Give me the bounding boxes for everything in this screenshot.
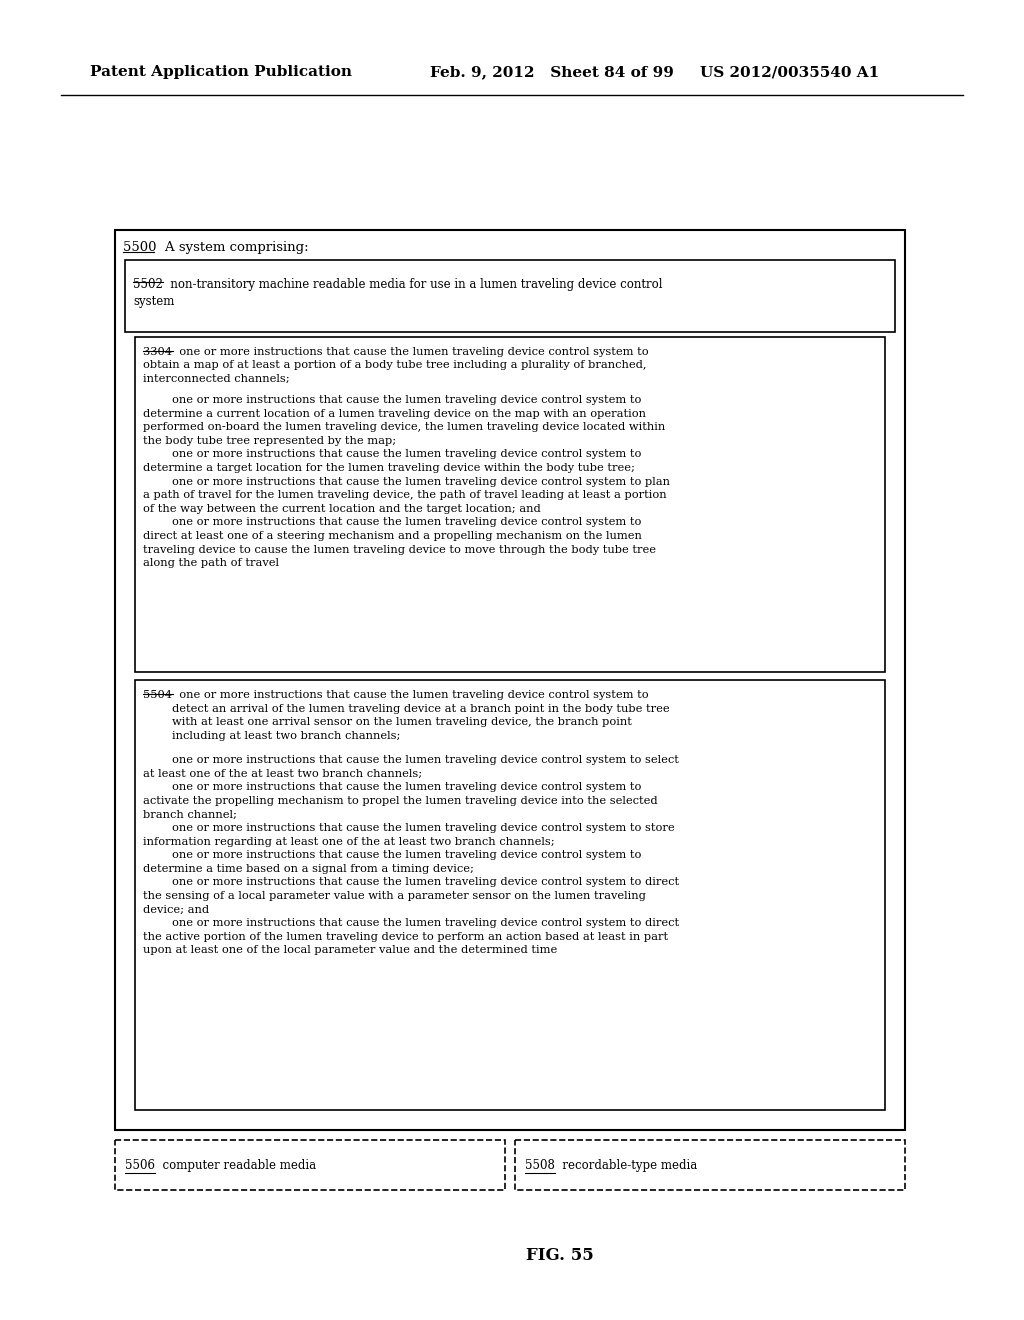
FancyBboxPatch shape [115,1140,505,1191]
FancyBboxPatch shape [515,1140,905,1191]
FancyBboxPatch shape [135,680,885,1110]
Text: one or more instructions that cause the lumen traveling device control system to: one or more instructions that cause the … [143,755,679,956]
Text: one or more instructions that cause the lumen traveling device control system to: one or more instructions that cause the … [143,395,670,568]
Text: 5504  one or more instructions that cause the lumen traveling device control sys: 5504 one or more instructions that cause… [143,690,670,741]
FancyBboxPatch shape [135,337,885,672]
Text: 5508  recordable-type media: 5508 recordable-type media [525,1159,697,1172]
Text: 5506  computer readable media: 5506 computer readable media [125,1159,316,1172]
Text: US 2012/0035540 A1: US 2012/0035540 A1 [700,65,880,79]
FancyBboxPatch shape [115,230,905,1130]
Text: 5500  A system comprising:: 5500 A system comprising: [123,242,308,255]
Text: Patent Application Publication: Patent Application Publication [90,65,352,79]
Text: 3304  one or more instructions that cause the lumen traveling device control sys: 3304 one or more instructions that cause… [143,347,648,383]
Text: 5502  non-transitory machine readable media for use in a lumen traveling device : 5502 non-transitory machine readable med… [133,279,663,308]
Text: FIG. 55: FIG. 55 [526,1246,594,1263]
Text: Feb. 9, 2012   Sheet 84 of 99: Feb. 9, 2012 Sheet 84 of 99 [430,65,674,79]
FancyBboxPatch shape [125,260,895,333]
